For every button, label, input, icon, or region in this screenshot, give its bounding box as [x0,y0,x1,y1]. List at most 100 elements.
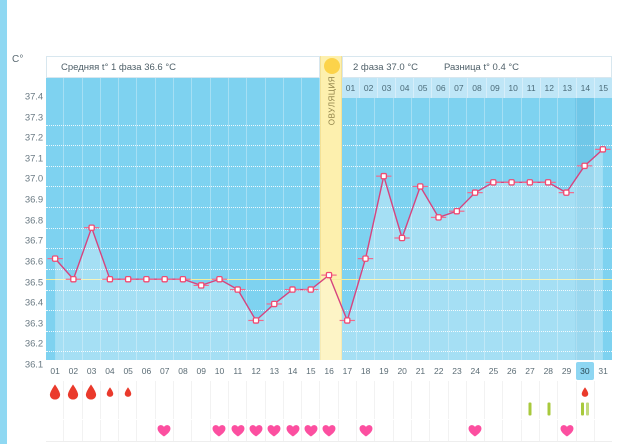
intimacy-cell[interactable] [522,420,541,442]
bleeding-cell[interactable] [119,381,138,402]
green-cell[interactable] [577,399,595,419]
green-cell[interactable] [302,399,321,419]
bleeding-cell[interactable] [101,381,120,402]
green-cell[interactable] [394,399,412,419]
green-cell[interactable] [156,399,175,419]
data-point-marker[interactable] [417,183,424,190]
x-axis-day-label[interactable]: 17 [342,366,353,376]
x-axis-day-label[interactable]: 11 [233,366,243,376]
bleeding-cell[interactable] [156,381,175,402]
data-point-marker[interactable] [216,275,223,283]
intimacy-cell[interactable] [394,420,412,442]
bleeding-cell[interactable] [247,381,266,402]
data-point-marker[interactable] [344,317,351,324]
intimacy-cell[interactable] [266,420,284,442]
intimacy-cell[interactable] [302,420,321,442]
x-axis-day-label[interactable]: 23 [452,366,462,376]
x-axis-day-label[interactable]: 31 [598,366,608,376]
bleeding-cell[interactable] [211,381,229,402]
green-cell[interactable] [449,399,467,419]
data-point-marker[interactable] [325,271,333,279]
data-point-marker[interactable] [51,255,59,262]
x-axis-day-label[interactable]: 24 [470,366,480,376]
green-cell[interactable] [357,399,376,419]
x-axis-day-label[interactable]: 25 [488,366,499,376]
x-axis-day-label[interactable]: 10 [214,366,225,376]
data-point-marker[interactable] [70,275,77,283]
bleeding-cell[interactable] [503,381,522,402]
data-point-marker[interactable] [490,179,497,186]
intimacy-cell[interactable] [595,420,612,442]
x-axis-day-label[interactable]: 19 [379,366,389,376]
data-point-marker[interactable] [526,179,534,186]
intimacy-cell[interactable] [540,420,559,442]
intimacy-cell[interactable] [412,420,431,442]
green-cell[interactable] [83,399,101,419]
x-axis-day-label[interactable]: 27 [525,366,535,376]
data-point-marker[interactable] [88,224,95,231]
intimacy-cell[interactable] [83,420,101,442]
intimacy-cell[interactable] [192,420,211,442]
x-axis-day-label[interactable]: 05 [123,366,133,376]
green-cell[interactable] [211,399,229,419]
green-cell[interactable] [430,399,449,419]
data-point-marker[interactable] [380,172,388,180]
data-point-marker[interactable] [161,275,168,283]
x-axis-day-label[interactable]: 08 [178,366,188,376]
intimacy-cell[interactable] [320,420,339,442]
x-axis-day-label[interactable]: 16 [324,366,334,376]
bleeding-cell[interactable] [64,381,83,402]
green-cell[interactable] [101,399,120,419]
x-axis-day-label[interactable]: 15 [306,366,316,376]
bleeding-cell[interactable] [46,381,65,402]
data-point-marker[interactable] [307,286,314,293]
intimacy-cell[interactable] [156,420,175,442]
green-cell[interactable] [320,399,339,419]
data-point-marker[interactable] [289,286,296,293]
data-point-marker[interactable] [581,162,588,170]
data-point-marker[interactable] [453,207,461,215]
x-axis-day-label[interactable]: 21 [415,366,426,376]
x-axis-day-label[interactable]: 04 [105,366,115,376]
intimacy-cell[interactable] [485,420,504,442]
data-point-marker[interactable] [270,300,278,308]
bleeding-cell[interactable] [577,381,595,402]
x-axis-day-label[interactable]: 07 [159,366,170,376]
data-point-marker[interactable] [179,275,187,283]
intimacy-cell[interactable] [467,420,486,442]
bleeding-cell[interactable] [192,381,211,402]
x-axis-day-label[interactable]: 03 [86,366,97,376]
x-axis-day-label[interactable]: 13 [269,366,280,376]
bleeding-cell[interactable] [339,381,358,402]
intimacy-cell[interactable] [375,420,394,442]
bleeding-cell[interactable] [229,381,248,402]
bleeding-cell[interactable] [137,381,156,402]
intimacy-cell[interactable] [558,420,577,442]
bleeding-cell[interactable] [412,381,431,402]
green-cell[interactable] [229,399,248,419]
intimacy-cell[interactable] [247,420,266,442]
intimacy-cell[interactable] [430,420,449,442]
data-point-marker[interactable] [234,286,241,293]
intimacy-cell[interactable] [119,420,138,442]
x-axis-day-label[interactable]: 18 [360,366,371,376]
intimacy-cell[interactable] [101,420,120,442]
x-axis-day-label[interactable]: 29 [561,366,572,376]
intimacy-cell[interactable] [357,420,376,442]
green-cell[interactable] [412,399,431,419]
green-cell[interactable] [46,399,65,419]
bleeding-cell[interactable] [320,381,339,402]
intimacy-cell[interactable] [449,420,467,442]
x-axis-day-today[interactable]: 30 [575,362,594,380]
bleeding-cell[interactable] [394,381,412,402]
green-cell[interactable] [467,399,486,419]
data-point-marker[interactable] [124,275,132,283]
x-axis-day-label[interactable]: 12 [251,366,261,376]
intimacy-cell[interactable] [284,420,303,442]
data-point-marker[interactable] [252,317,260,324]
data-point-marker[interactable] [563,189,570,196]
x-axis-day-label[interactable]: 02 [68,366,79,376]
intimacy-cell[interactable] [64,420,83,442]
intimacy-cell[interactable] [46,420,65,442]
data-point-marker[interactable] [435,214,442,221]
